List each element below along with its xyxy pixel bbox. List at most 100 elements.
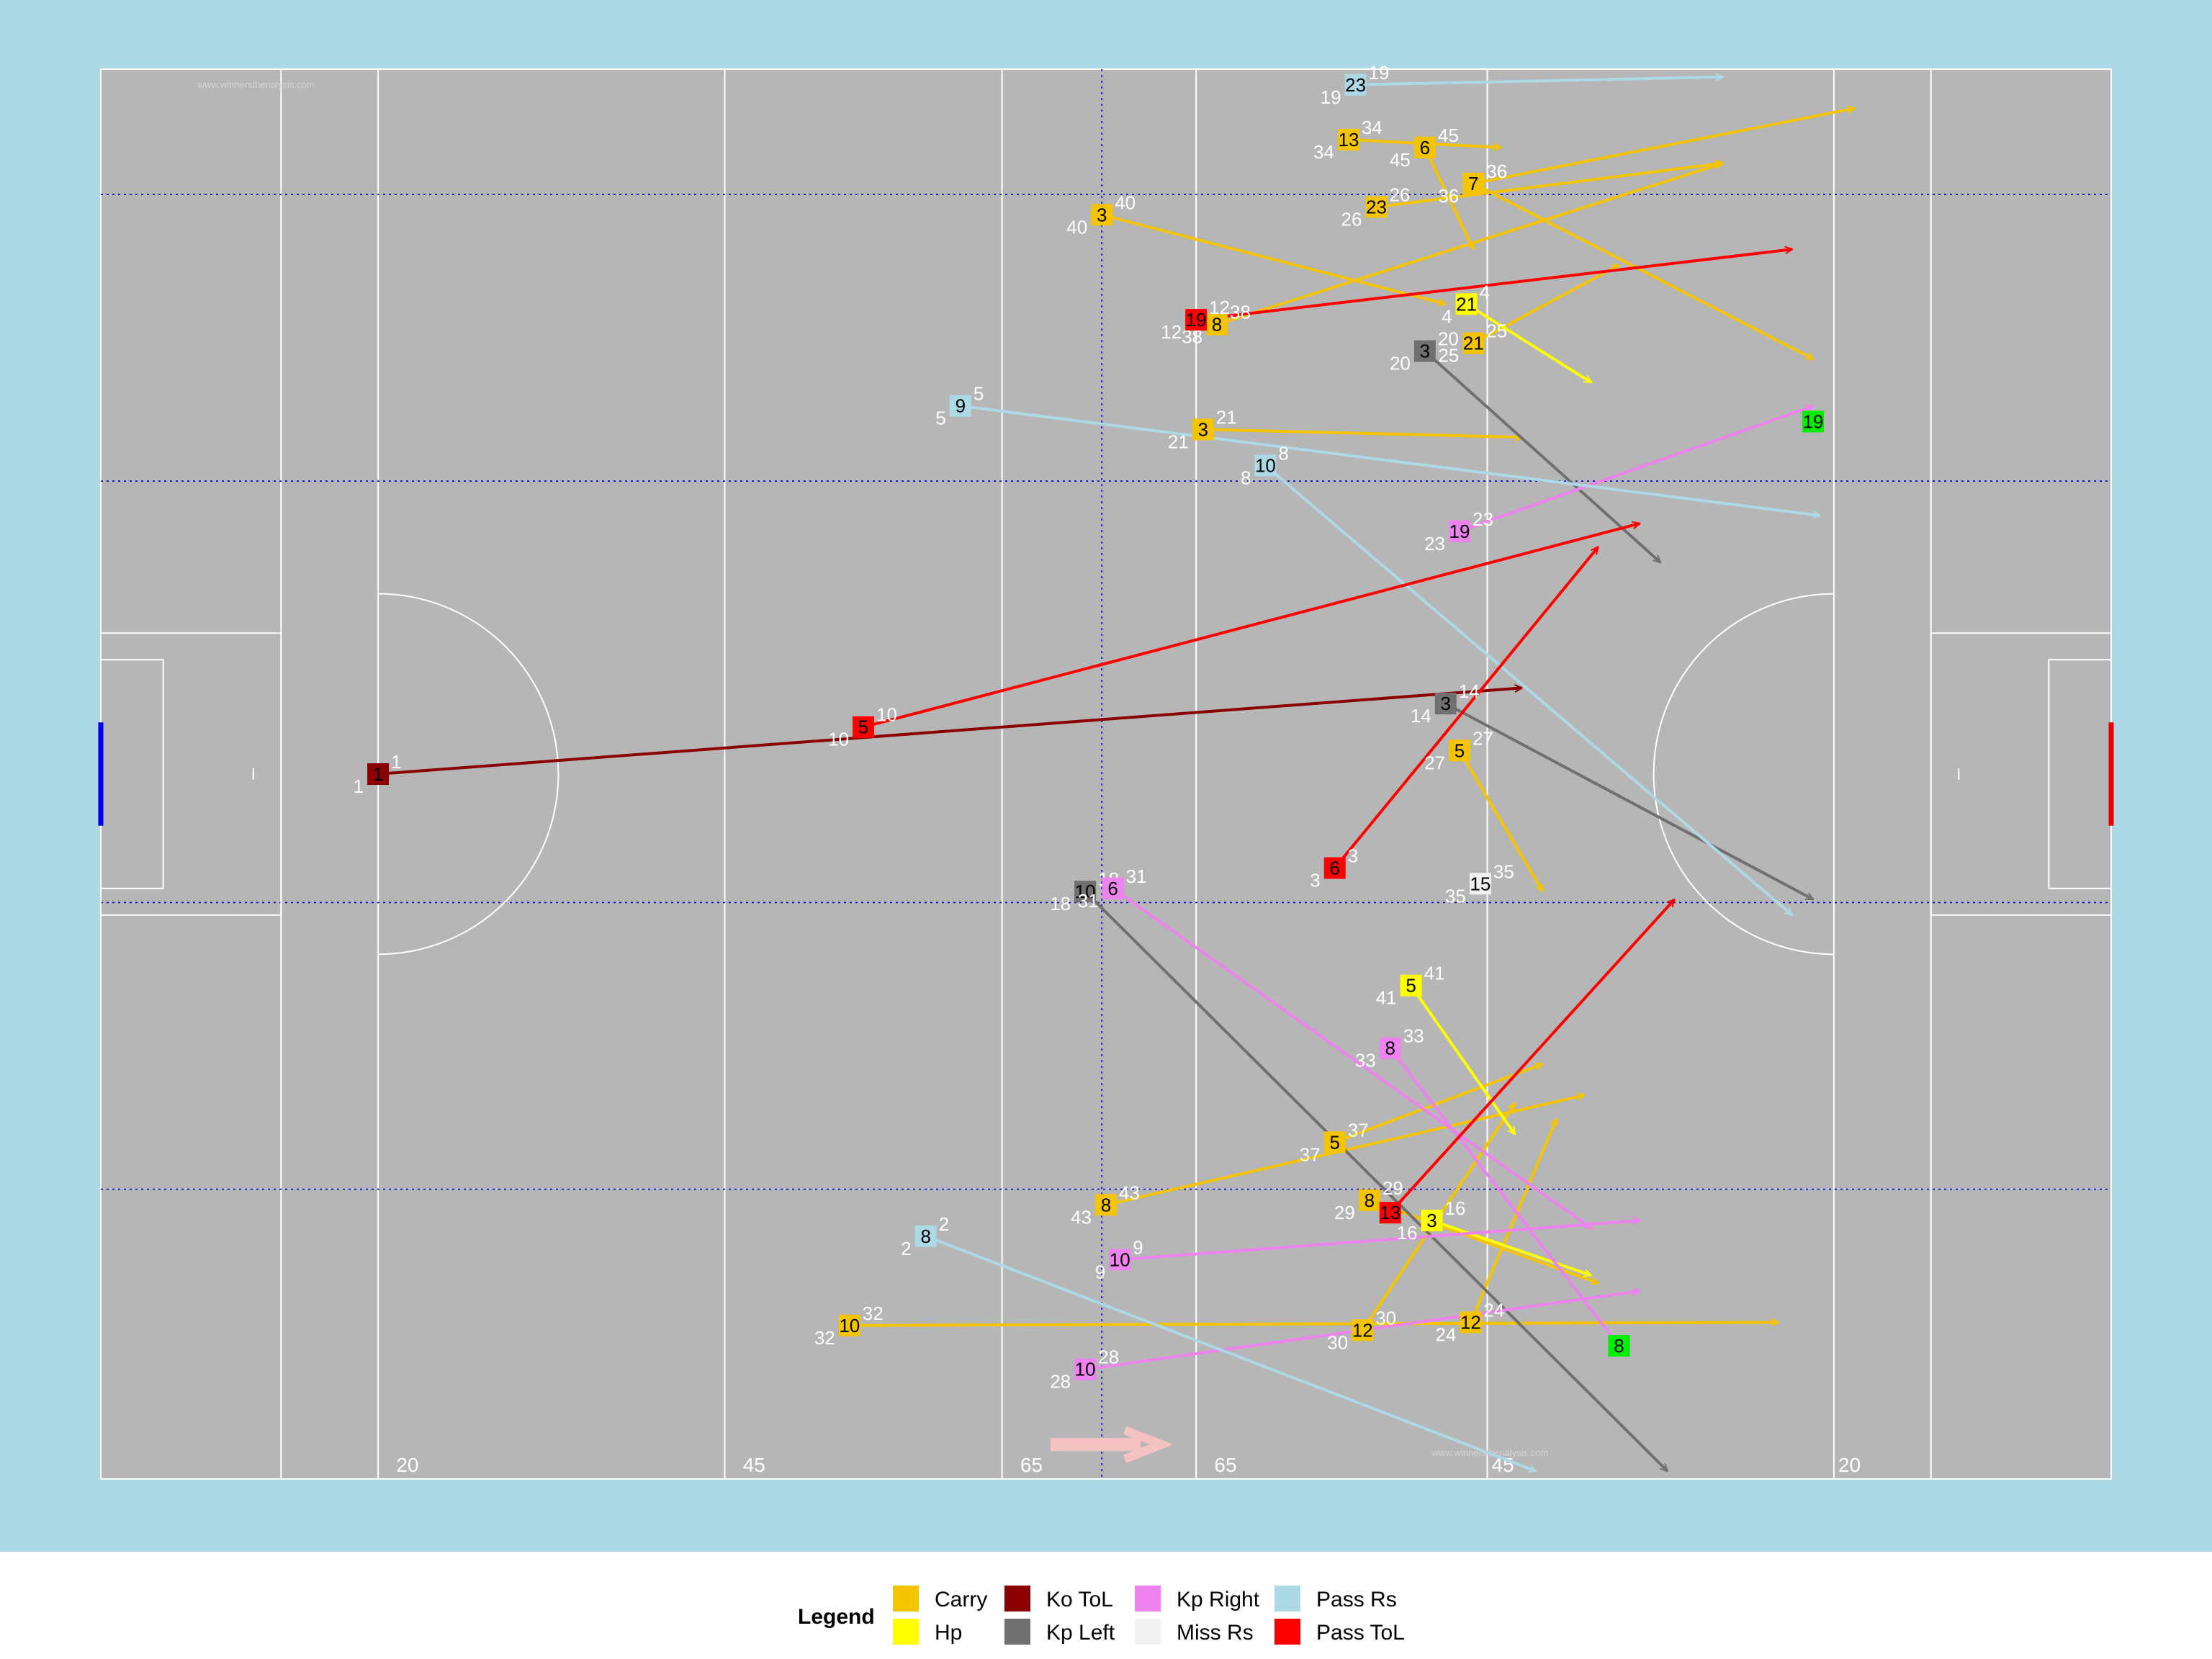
event-tag: 35 <box>1445 885 1466 907</box>
event-arrow <box>1459 406 1813 533</box>
legend-swatch <box>1274 1586 1300 1611</box>
direction-arrow-head <box>1123 1426 1174 1463</box>
event-tag: 34 <box>1313 141 1334 163</box>
yard-mark-label: 45 <box>743 1454 765 1476</box>
event-marker <box>1254 454 1277 477</box>
event-arrow <box>1473 108 1855 185</box>
event-arrow <box>1120 1220 1640 1262</box>
event-marker <box>1462 172 1485 194</box>
event-tag: 3 <box>1310 870 1320 891</box>
event-tag: 20 <box>1438 328 1459 350</box>
player-number: 1 <box>373 763 383 785</box>
player-number: 13 <box>1339 129 1359 150</box>
event-tag: 31 <box>1126 866 1147 887</box>
event-tag: 19 <box>1369 62 1390 84</box>
event-tag: 23 <box>1424 533 1445 554</box>
event-tag: 41 <box>1376 987 1397 1009</box>
event-tag: 27 <box>1424 752 1445 773</box>
event-marker <box>1337 128 1359 150</box>
event-marker <box>1400 974 1422 997</box>
legend-swatch <box>1004 1586 1030 1611</box>
event-tag: 3 <box>1348 845 1358 867</box>
event-tag: 19 <box>1321 86 1341 108</box>
event-tag: 43 <box>1071 1206 1092 1228</box>
event-arrow <box>1389 1047 1621 1346</box>
player-number: 12 <box>1352 1319 1373 1341</box>
player-number: 5 <box>858 716 868 738</box>
player-number: 6 <box>1329 858 1339 879</box>
event-tag: 43 <box>1119 1182 1140 1203</box>
event-marker <box>1455 293 1478 315</box>
player-number: 10 <box>1075 881 1096 902</box>
event-tag: 5 <box>935 408 945 429</box>
event-tag: 25 <box>1486 320 1507 342</box>
player-number: 6 <box>1420 137 1430 158</box>
yard-mark-label: 20 <box>1838 1454 1861 1476</box>
event-marker <box>1608 1335 1630 1357</box>
event-tag: 16 <box>1397 1222 1418 1244</box>
event-tag: 1 <box>354 775 364 797</box>
event-tag: 12 <box>1161 321 1182 343</box>
event-tag: 21 <box>1216 406 1237 428</box>
legend-swatch <box>1004 1619 1030 1645</box>
event-tag: 9 <box>1095 1261 1105 1282</box>
event-tag: 37 <box>1300 1143 1321 1165</box>
pitch-surface <box>100 68 2112 1480</box>
event-marker <box>914 1225 937 1247</box>
event-marker <box>1074 1358 1097 1380</box>
event-arrow <box>1334 547 1600 869</box>
event-arrow <box>960 404 1820 516</box>
player-number: 10 <box>1075 1359 1096 1380</box>
legend-swatch <box>1274 1619 1300 1645</box>
player-number: 3 <box>1426 1210 1437 1231</box>
event-arrow <box>1444 702 1813 901</box>
legend-label: Kp Right <box>1177 1588 1260 1611</box>
player-number: 19 <box>1186 309 1207 331</box>
player-number: 9 <box>956 395 966 417</box>
event-arrow <box>849 1322 1779 1327</box>
player-number: 19 <box>1803 411 1824 433</box>
player-number: 8 <box>920 1226 930 1247</box>
player-number: 3 <box>1420 341 1430 362</box>
event-marker <box>1074 881 1097 903</box>
event-tag: 10 <box>828 729 849 750</box>
event-marker <box>1109 1249 1131 1271</box>
player-number: 23 <box>1345 74 1366 96</box>
event-tag: 40 <box>1066 216 1087 238</box>
player-number: 13 <box>1380 1202 1401 1223</box>
event-arrow <box>925 1234 1536 1471</box>
player-number: 8 <box>1101 1194 1111 1215</box>
legend-background <box>0 1552 2212 1659</box>
event-tag: 25 <box>1438 345 1459 367</box>
legend: Legend Carry Hp Ko ToL Kp Left Kp Right Miss R… <box>798 1586 1405 1645</box>
event-tag: 33 <box>1355 1050 1376 1071</box>
event-tag: 5 <box>974 383 984 405</box>
event-arrow <box>1112 887 1591 1230</box>
yard-mark-label: 20 <box>396 1454 418 1476</box>
event-marker <box>1091 204 1113 226</box>
event-tag: 35 <box>1493 860 1514 882</box>
player-number: 8 <box>1614 1335 1624 1357</box>
event-tag: 1 <box>391 751 401 773</box>
event-marker <box>1206 313 1228 336</box>
player-number: 15 <box>1470 873 1491 894</box>
event-marker <box>1449 739 1471 762</box>
legend-swatch <box>1135 1619 1161 1645</box>
yard-mark-label: 65 <box>1214 1454 1236 1476</box>
player-number: 12 <box>1460 1311 1481 1333</box>
event-tag: 30 <box>1375 1307 1396 1328</box>
legend-label: Pass ToL <box>1316 1621 1405 1645</box>
event-marker <box>1379 1202 1401 1224</box>
event-tag: 20 <box>1390 353 1411 374</box>
event-marker <box>1460 1311 1482 1334</box>
yard-mark-label: 65 <box>1020 1454 1043 1476</box>
event-arrow <box>1458 750 1545 891</box>
event-tag: 36 <box>1438 185 1459 207</box>
event-marker <box>1102 877 1124 899</box>
semicircle-right <box>1653 593 1834 956</box>
event-marker <box>1449 520 1471 542</box>
player-number: 8 <box>1364 1190 1375 1211</box>
event-arrow <box>1409 984 1516 1135</box>
event-tag: 29 <box>1334 1202 1355 1223</box>
